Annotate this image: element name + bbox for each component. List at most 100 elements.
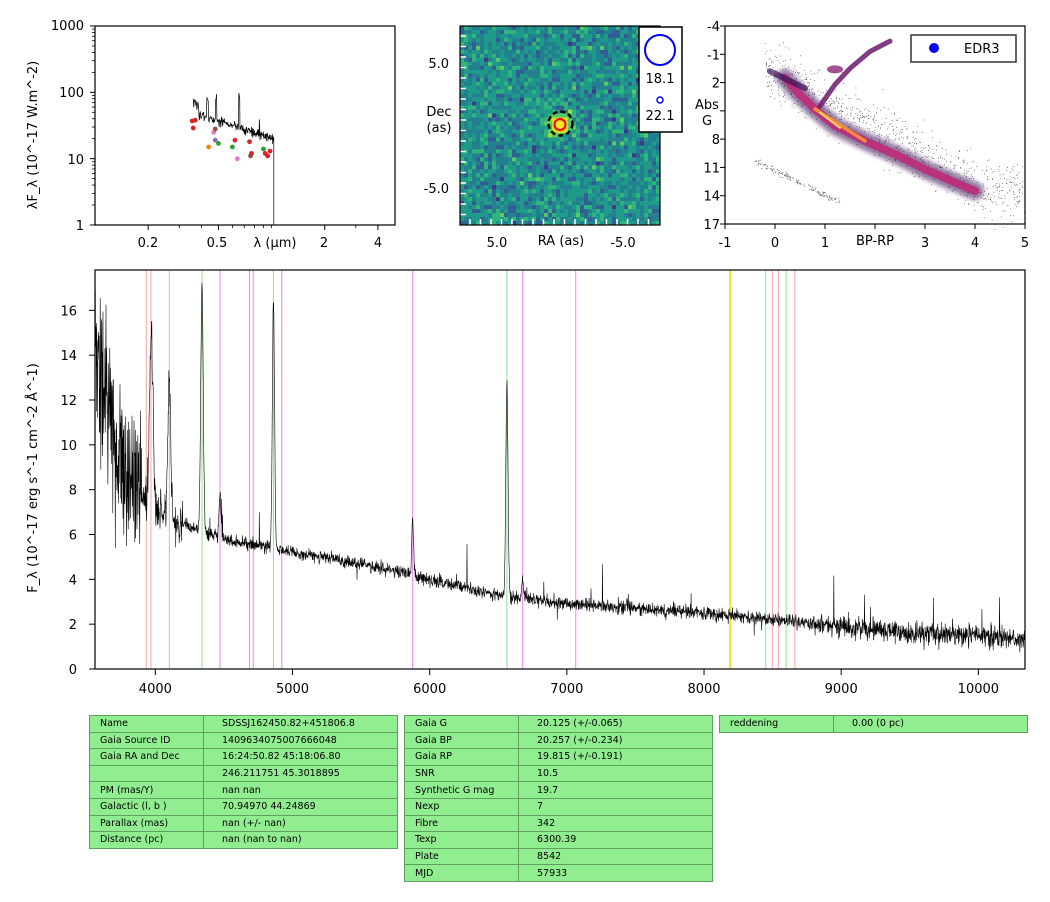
- image-pixel: [528, 181, 533, 186]
- image-pixel: [628, 157, 633, 162]
- hr-field-star: [932, 152, 934, 154]
- hr-field-star: [785, 97, 787, 99]
- image-pixel: [612, 109, 617, 114]
- image-pixel: [552, 93, 557, 98]
- image-pixel: [560, 29, 565, 35]
- image-pixel: [496, 49, 501, 55]
- image-pixel: [468, 77, 473, 83]
- image-pixel: [616, 41, 621, 47]
- image-pixel: [656, 217, 661, 222]
- hr-field-star: [928, 150, 930, 152]
- hr-field-star: [933, 157, 935, 159]
- image-pixel: [468, 69, 473, 75]
- image-ytick-5: 5.0: [428, 57, 449, 72]
- hr-field-star: [797, 73, 799, 75]
- hr-field-star: [938, 160, 940, 162]
- image-pixel: [632, 73, 637, 79]
- image-pixel: [528, 109, 533, 114]
- image-pixel: [580, 73, 585, 79]
- image-pixel: [532, 169, 537, 174]
- image-pixel: [488, 65, 493, 71]
- image-pixel: [564, 153, 569, 158]
- info-table-middle: Gaia G 20.125 (+/-0.065) Gaia BP 20.257 (+/…: [404, 715, 713, 882]
- hr-field-star: [892, 126, 893, 128]
- image-pixel: [472, 33, 477, 39]
- image-pixel: [600, 29, 605, 35]
- image-pixel: [596, 205, 601, 210]
- image-pixel: [572, 205, 577, 210]
- image-pixel: [548, 73, 553, 79]
- hr-field-star: [769, 81, 771, 83]
- image-pixel: [480, 205, 485, 210]
- hr-field-star: [779, 55, 781, 57]
- image-pixel: [556, 73, 561, 79]
- hr-field-star: [983, 198, 985, 200]
- hr-field-star: [901, 132, 903, 133]
- image-pixel: [644, 205, 649, 210]
- image-pixel: [612, 125, 617, 130]
- image-pixel: [632, 213, 637, 218]
- image-pixel: [576, 125, 581, 130]
- image-pixel: [544, 221, 549, 226]
- image-pixel: [520, 89, 525, 94]
- image-pixel: [552, 173, 557, 178]
- image-pixel: [496, 69, 501, 75]
- image-pixel: [596, 97, 601, 102]
- image-pixel: [468, 97, 473, 102]
- image-pixel: [620, 189, 625, 194]
- hr-field-star: [804, 79, 806, 80]
- image-pixel: [528, 89, 533, 94]
- image-pixel: [628, 133, 633, 138]
- image-pixel: [488, 81, 493, 86]
- image-pixel: [524, 173, 529, 178]
- image-pixel: [572, 189, 577, 194]
- image-pixel: [608, 125, 613, 130]
- image-pixel: [556, 97, 561, 102]
- image-pixel: [492, 81, 497, 86]
- image-pixel: [460, 173, 465, 178]
- hr-field-star: [1002, 201, 1004, 203]
- image-pixel: [472, 85, 477, 90]
- hr-field-star: [804, 116, 806, 118]
- image-pixel: [504, 57, 509, 63]
- image-pixel: [524, 153, 529, 158]
- image-pixel: [500, 193, 505, 198]
- image-pixel: [592, 153, 597, 158]
- image-pixel: [632, 61, 637, 67]
- image-pixel: [624, 26, 629, 31]
- image-pixel: [532, 93, 537, 98]
- info-value: 8542: [518, 847, 713, 866]
- image-pixel: [528, 113, 533, 118]
- hr-ytick-label: 14: [703, 190, 720, 205]
- image-pixel: [608, 101, 613, 106]
- image-pixel: [604, 169, 609, 174]
- image-pixel: [616, 181, 621, 186]
- hr-wd-star: [771, 169, 773, 171]
- image-pixel: [496, 89, 501, 94]
- hr-field-star: [941, 148, 943, 149]
- image-pixel: [488, 69, 493, 75]
- info-value: 57933: [518, 864, 713, 882]
- image-pixel: [632, 137, 637, 142]
- image-pixel: [508, 109, 513, 114]
- hr-field-star: [813, 92, 815, 94]
- image-pixel: [592, 213, 597, 218]
- image-pixel: [536, 97, 541, 102]
- image-pixel: [548, 69, 553, 75]
- image-pixel: [576, 181, 581, 186]
- image-pixel: [596, 137, 601, 142]
- image-pixel: [584, 109, 589, 114]
- image-pixel: [528, 161, 533, 166]
- image-pixel: [584, 201, 589, 206]
- hr-field-star: [923, 119, 925, 121]
- image-pixel: [472, 26, 477, 31]
- hr-field-star: [983, 185, 984, 187]
- image-pixel: [464, 57, 469, 63]
- image-pixel: [532, 129, 537, 134]
- image-ylabel-dec: Dec: [426, 105, 451, 120]
- image-pixel: [556, 49, 561, 55]
- image-pixel: [520, 169, 525, 174]
- image-pixel: [532, 33, 537, 39]
- image-pixel: [600, 121, 605, 126]
- hr-field-star: [843, 83, 844, 85]
